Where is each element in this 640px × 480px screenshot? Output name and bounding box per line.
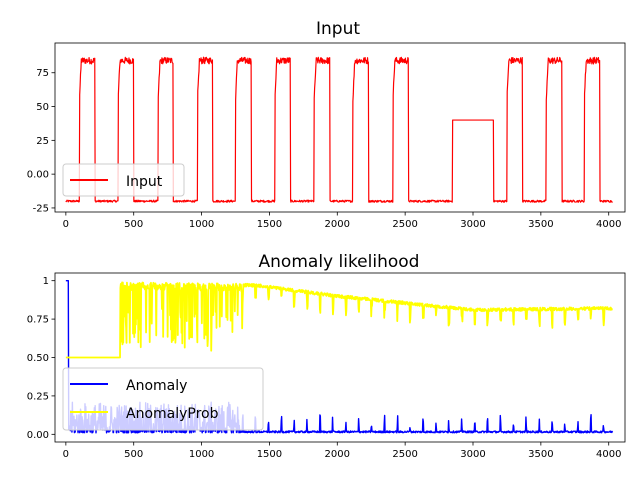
input-x-tick-label: 2000 [325,219,350,230]
anomaly-x-tick-label: 2000 [325,449,350,460]
input-y-tick-label: -25 [33,203,49,214]
anomaly-y-tick-label: 0.50 [27,353,49,364]
anomaly-y-tick-label: 0.75 [27,315,49,326]
input-plot-area [65,56,613,203]
anomaly-legend: Anomaly AnomalyProb [62,367,264,431]
anomaly-y-tick-label: 1 [43,276,49,287]
input-x-tick-label: 3500 [528,219,553,230]
anomaly-chart: Anomaly likelihood 0 500 1000 1500 2000 2500 3… [27,252,626,460]
input-x-tick-label: 0 [63,219,69,230]
anomaly-x-ticks: 0 500 1000 1500 2000 2500 3000 3500 4000 [63,442,621,460]
input-y-tick-label: 25 [36,136,49,147]
input-legend-label: Input [126,174,163,190]
input-x-tick-label: 500 [124,219,143,230]
anomaly-chart-title: Anomaly likelihood [259,252,420,272]
anomalyprob-series-line [65,281,614,359]
input-legend: Input [62,163,185,197]
anomaly-x-tick-label: 4000 [596,449,621,460]
input-legend-box [62,163,185,197]
anomaly-y-tick-label: 0.00 [27,430,49,441]
anomalyprob-legend-label: AnomalyProb [126,406,219,422]
input-x-tick-label: 3000 [460,219,485,230]
anomaly-x-tick-label: 500 [124,449,143,460]
input-x-tick-label: 2500 [392,219,417,230]
anomaly-y-tick-label: 0.25 [27,391,49,402]
anomaly-legend-box [62,367,264,431]
anomaly-x-tick-label: 3000 [460,449,485,460]
anomaly-legend-label: Anomaly [126,378,187,394]
input-y-tick-label: 75 [36,68,49,79]
input-y-tick-label: 0.00 [27,170,49,181]
anomaly-x-tick-label: 1000 [189,449,214,460]
input-x-ticks: 0 500 1000 1500 2000 2500 3000 3500 4000 [63,212,621,230]
anomaly-x-tick-label: 1500 [257,449,282,460]
input-y-ticks: -25 0.00 25 50 75 [27,68,55,214]
input-x-tick-label: 4000 [596,219,621,230]
anomaly-y-ticks: 0.00 0.25 0.50 0.75 1 [27,276,55,441]
anomaly-x-tick-label: 0 [63,449,69,460]
input-chart-title: Input [316,19,360,39]
anomaly-x-tick-label: 3500 [528,449,553,460]
input-chart: Input 0 500 1000 1500 2000 2500 3000 3500 4000 -… [27,19,626,230]
anomaly-x-tick-label: 2500 [392,449,417,460]
input-x-tick-label: 1000 [189,219,214,230]
input-chart-frame [54,42,626,213]
input-y-tick-label: 50 [36,102,49,113]
input-series-line [65,56,613,203]
input-x-tick-label: 1500 [257,219,282,230]
